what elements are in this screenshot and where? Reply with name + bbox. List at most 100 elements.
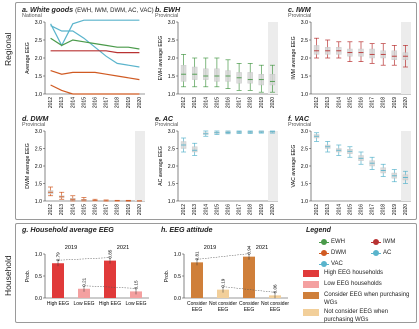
- box-iqr: [203, 68, 209, 80]
- panel-b-scope: Provincial: [155, 13, 179, 19]
- x-tick-label: 2019: [126, 97, 132, 108]
- not-consider-swatch: [303, 309, 319, 316]
- panel-c-chart: 1.0 1.5 2.0 2.5 3.0 IWM average EEG 2012 2013 20…: [291, 20, 411, 108]
- y-tick-label: 2.0: [301, 56, 308, 62]
- y-tick-label: 1.0: [174, 252, 181, 258]
- y-tick-label: 1.0: [168, 199, 175, 205]
- regional-section-label: Regional: [3, 32, 13, 66]
- x-tick-label: 2018: [115, 97, 121, 108]
- box-iqr: [180, 65, 187, 82]
- x-tick-label: 2019: [392, 97, 398, 108]
- x-tick-label: 2020: [270, 97, 276, 108]
- panel-e-chart: 1.0 1.5 2.0 2.5 3.0 AC average EEG 2012 2013 201…: [158, 129, 278, 215]
- x-category-label: High EEG: [47, 301, 69, 307]
- x-tick-label: 2018: [248, 204, 254, 215]
- y-axis-label: Prob.: [164, 270, 170, 282]
- legend-high-eeg: High EEG households: [303, 270, 383, 278]
- shaded-year-band: [135, 131, 145, 201]
- x-tick-label: 2014: [203, 97, 209, 108]
- series-line-dwm2: [50, 84, 140, 95]
- y-tick-label: 0.0: [35, 296, 42, 302]
- x-tick-label: 2020: [403, 204, 409, 215]
- bar-data-label: 0.94: [247, 245, 252, 254]
- x-tick-label: 2018: [381, 97, 387, 108]
- x-tick-label: 2014: [336, 204, 342, 215]
- legend-title: Legend: [306, 227, 331, 234]
- bar-data-label: 0.19: [221, 278, 226, 287]
- y-tick-label: 2.0: [301, 164, 308, 170]
- y-tick-label: 3.0: [301, 129, 308, 135]
- x-tick-label: 2019: [259, 97, 265, 108]
- x-tick-label: 2019: [259, 204, 265, 215]
- panel-b-title: b. EWH: [155, 5, 181, 14]
- x-tick-label: 2013: [325, 204, 331, 215]
- y-tick-label: 0.5: [35, 274, 42, 280]
- panel-c-scope: Provincial: [288, 13, 312, 19]
- y-tick-label: 1.0: [301, 92, 308, 98]
- y-tick-label: 2.0: [168, 164, 175, 170]
- y-axis-label: Prob.: [25, 270, 31, 282]
- y-tick-label: 1.5: [301, 181, 308, 187]
- group-year-label: 2021: [117, 245, 129, 251]
- x-tick-label: 2016: [359, 97, 365, 108]
- x-tick-label: 2015: [214, 97, 220, 108]
- box-iqr: [391, 50, 398, 60]
- x-tick-label: 2017: [104, 97, 110, 108]
- household-section-label: Household: [3, 255, 13, 296]
- x-tick-label: 2013: [59, 97, 65, 108]
- y-tick-label: 2.5: [168, 146, 175, 152]
- panel-g-chart: 0.0 0.5 1.0 Prob. 2019 2021 0.79 High EEG 0.21 Lo…: [25, 245, 149, 307]
- x-tick-label: 2017: [237, 204, 243, 215]
- y-tick-label: 0.0: [174, 296, 181, 302]
- series-line-vac: [50, 19, 140, 47]
- y-tick-label: 3.0: [168, 129, 175, 135]
- panel-f-scope: Provincial: [288, 122, 312, 128]
- y-tick-label: 2.0: [35, 56, 42, 62]
- x-tick-label: 2016: [93, 97, 99, 108]
- x-tick-label: 2015: [81, 97, 87, 108]
- x-tick-label: 2015: [214, 204, 220, 215]
- high-eeg-swatch: [303, 270, 319, 277]
- y-axis-label: DWM average EEG: [25, 143, 31, 189]
- x-tick-label: 2019: [392, 204, 398, 215]
- series-line-dwm: [50, 70, 140, 81]
- panel-a-title: a. White goods (EWH, IWM, DWM, AC, VAC): [22, 5, 154, 14]
- x-tick-label: 2016: [359, 204, 365, 215]
- y-tick-label: 1.0: [35, 92, 42, 98]
- x-tick-label: 2012: [181, 97, 187, 108]
- shaded-year-band: [401, 131, 411, 201]
- bar: [191, 262, 203, 298]
- panel-e-scope: Provincial: [155, 122, 179, 128]
- box-iqr: [269, 73, 276, 86]
- x-tick-label: 2013: [192, 97, 198, 108]
- panel-f: f. VAC Provincial 1.0 1.5 2.0 2.5 3.0 VAC ave…: [285, 113, 418, 221]
- x-tick-label: 2020: [270, 204, 276, 215]
- x-category-label: Not consider: [261, 301, 289, 307]
- panel-d-scope: Provincial: [22, 122, 46, 128]
- y-tick-label: 1.5: [301, 74, 308, 80]
- legend-low-eeg: Low EEG households: [303, 281, 382, 289]
- shaded-year-band: [268, 22, 278, 94]
- trend-connector: [83, 285, 137, 289]
- legend-not-consider: Not consider EEG when purchasing WGs: [303, 309, 413, 324]
- x-tick-label: 2017: [104, 204, 110, 215]
- x-tick-label: 2020: [137, 204, 143, 215]
- y-tick-label: 1.0: [168, 92, 175, 98]
- x-tick-label: 2015: [347, 204, 353, 215]
- y-tick-label: 3.0: [35, 20, 42, 26]
- x-category-label: Not consider: [209, 301, 237, 307]
- y-axis-label: AC average EEG: [158, 146, 164, 186]
- legend-item-vac: VAC: [319, 261, 343, 267]
- x-tick-label: 2018: [248, 97, 254, 108]
- bar: [217, 289, 229, 298]
- panel-b: b. EWH Provincial 1.0 1.5 2.0 2.5 3.0 EWH ave…: [152, 4, 285, 114]
- ac-marker-icon: [371, 250, 381, 256]
- x-tick-label: 2015: [347, 97, 353, 108]
- legend-item-iwm: IWM: [371, 239, 395, 245]
- y-tick-label: 1.0: [35, 252, 42, 258]
- bar-data-label: 0.79: [56, 252, 61, 261]
- bar-data-label: 0.21: [82, 277, 87, 286]
- x-tick-label: 2019: [126, 204, 132, 215]
- legend-item-dwm: DWM: [319, 250, 346, 256]
